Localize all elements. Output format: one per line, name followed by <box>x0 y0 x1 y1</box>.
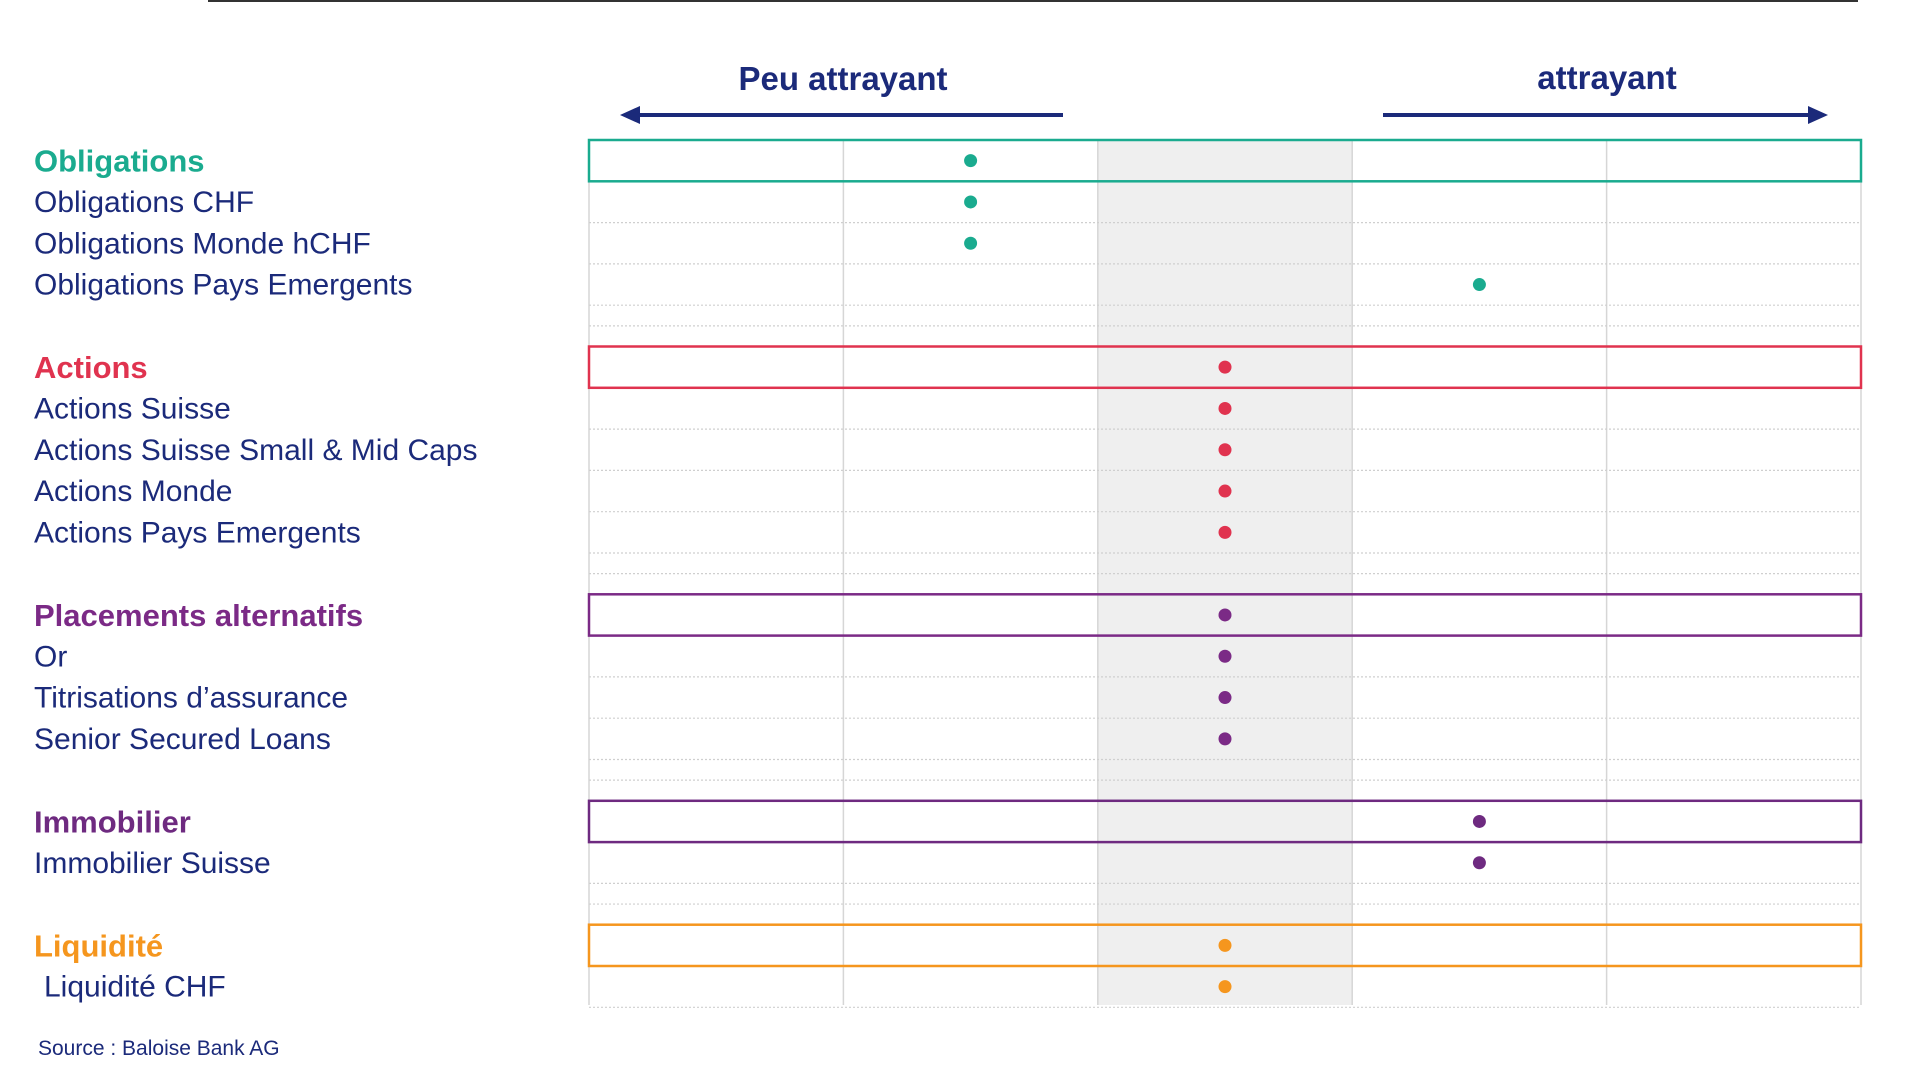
grid <box>588 140 1862 1005</box>
item-label: Obligations Pays Emergents <box>34 269 413 302</box>
item-label: Senior Secured Loans <box>34 723 331 756</box>
item-marker <box>1218 401 1232 415</box>
item-label: Titrisations d’assurance <box>34 682 348 715</box>
arrow-right-head <box>1808 106 1828 124</box>
item-marker <box>1218 732 1232 746</box>
item-marker <box>1218 980 1232 994</box>
arrow-header: Peu attrayant attrayant <box>620 59 1828 124</box>
item-marker <box>1218 443 1232 457</box>
item-marker <box>1218 484 1232 498</box>
item-label: Actions Suisse Small & Mid Caps <box>34 434 478 467</box>
item-label: Immobilier Suisse <box>34 847 271 880</box>
item-marker <box>964 195 978 209</box>
group-frame <box>587 799 1863 844</box>
item-marker <box>964 236 978 250</box>
group-label: Actions <box>34 350 148 385</box>
source-note: Source : Baloise Bank AG <box>38 1037 280 1060</box>
item-marker <box>1218 649 1232 663</box>
group-marker <box>964 154 978 168</box>
group-marker <box>1218 608 1232 622</box>
item-marker <box>1472 278 1486 292</box>
group-label: Liquidité <box>34 928 163 963</box>
item-label: Actions Suisse <box>34 392 231 425</box>
item-label: Actions Monde <box>34 475 232 508</box>
group-marker <box>1472 814 1486 828</box>
item-label: Obligations CHF <box>34 186 254 219</box>
group-marker <box>1218 360 1232 374</box>
arrow-left-label: Peu attrayant <box>738 60 947 97</box>
item-label: Obligations Monde hCHF <box>34 227 371 260</box>
group-frame <box>587 345 1863 390</box>
item-label: Liquidité CHF <box>44 971 226 1004</box>
arrow-right-label: attrayant <box>1537 59 1676 96</box>
arrow-left-head <box>620 106 640 124</box>
group-label: Placements alternatifs <box>34 598 363 633</box>
item-marker <box>1218 691 1232 705</box>
item-label: Actions Pays Emergents <box>34 516 361 549</box>
neutral-column <box>1097 140 1353 1005</box>
item-marker <box>1218 525 1232 539</box>
item-marker <box>1472 856 1486 870</box>
item-label: Or <box>34 640 67 673</box>
group-label: Immobilier <box>34 804 191 839</box>
rows: Obligations Obligations CHF Obligations Mo… <box>34 138 1863 1008</box>
group-label: Obligations <box>34 144 205 179</box>
group-frame <box>587 923 1863 968</box>
group-frame <box>587 138 1863 183</box>
group-frame <box>587 593 1863 637</box>
group-marker <box>1218 938 1232 952</box>
